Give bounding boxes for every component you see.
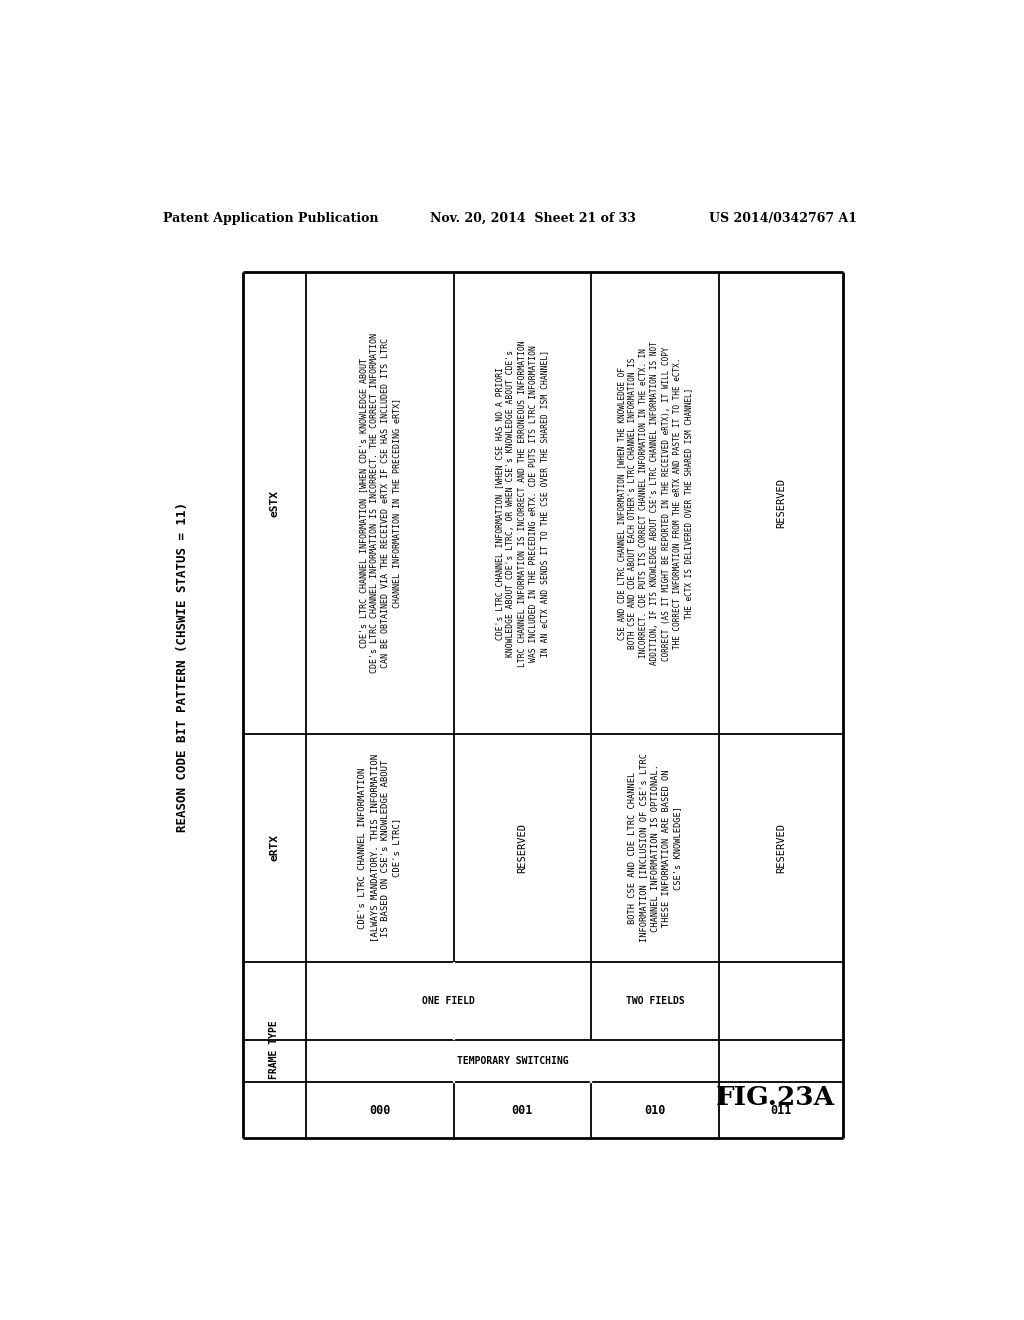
Text: FIG.23A: FIG.23A [716, 1085, 835, 1110]
Text: CSE AND CDE LTRC CHANNEL INFORMATION [WHEN THE KNOWLEDGE OF
BOTH CSE AND CDE ABO: CSE AND CDE LTRC CHANNEL INFORMATION [WH… [617, 342, 693, 665]
Text: Nov. 20, 2014  Sheet 21 of 33: Nov. 20, 2014 Sheet 21 of 33 [430, 213, 636, 224]
Text: RESERVED: RESERVED [776, 478, 786, 528]
Text: Patent Application Publication: Patent Application Publication [163, 213, 379, 224]
Text: RESERVED: RESERVED [517, 822, 527, 873]
Text: FRAME TYPE: FRAME TYPE [269, 1020, 280, 1078]
Polygon shape [453, 962, 455, 1039]
Text: eSTX: eSTX [269, 490, 280, 517]
Polygon shape [590, 1040, 592, 1081]
Text: ONE FIELD: ONE FIELD [422, 995, 475, 1006]
Text: CDE's LTRC CHANNEL INFORMATION [WHEN CDE's KNOWLEDGE ABOUT
CDE's LTRC CHANNEL IN: CDE's LTRC CHANNEL INFORMATION [WHEN CDE… [358, 334, 401, 673]
Text: TEMPORARY SWITCHING: TEMPORARY SWITCHING [457, 1056, 568, 1067]
Text: BOTH CSE AND CDE LTRC CHANNEL
INFORMATION [INCLUSION OF CSE's LTRC
CHANNEL INFOR: BOTH CSE AND CDE LTRC CHANNEL INFORMATIO… [628, 754, 682, 942]
Text: eRTX: eRTX [269, 834, 280, 862]
Text: 001: 001 [511, 1104, 532, 1117]
Text: CDE's LTRC CHANNEL INFORMATION
[ALWAYS MANDATORY. THIS INFORMATION
IS BASED ON C: CDE's LTRC CHANNEL INFORMATION [ALWAYS M… [358, 754, 401, 942]
Polygon shape [453, 1040, 455, 1081]
Text: RESERVED: RESERVED [776, 822, 786, 873]
Text: US 2014/0342767 A1: US 2014/0342767 A1 [710, 213, 857, 224]
Text: 011: 011 [770, 1104, 792, 1117]
Text: CDE's LTRC CHANNEL INFORMATION [WHEN CSE HAS NO A PRIORI
KNOWLEDGE ABOUT CDE's L: CDE's LTRC CHANNEL INFORMATION [WHEN CSE… [496, 341, 549, 667]
Text: 010: 010 [644, 1104, 666, 1117]
Text: 000: 000 [370, 1104, 390, 1117]
Text: REASON CODE BIT PATTERN (CHSWIE STATUS = 11): REASON CODE BIT PATTERN (CHSWIE STATUS =… [176, 502, 188, 832]
Text: TWO FIELDS: TWO FIELDS [626, 995, 684, 1006]
